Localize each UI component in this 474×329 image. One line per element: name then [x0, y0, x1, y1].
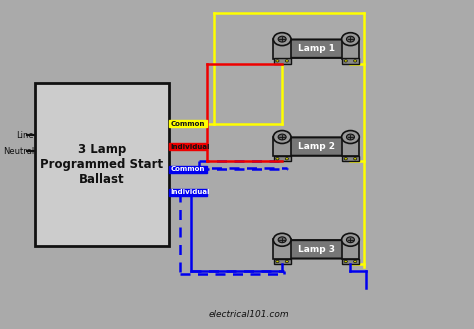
FancyBboxPatch shape — [273, 137, 291, 156]
Bar — [342, 259, 359, 264]
Circle shape — [354, 260, 357, 263]
Text: Lamp 2: Lamp 2 — [298, 142, 335, 151]
Bar — [273, 156, 291, 162]
Text: Common: Common — [171, 166, 205, 172]
Circle shape — [278, 36, 286, 42]
Circle shape — [344, 60, 347, 62]
Bar — [342, 156, 359, 162]
Circle shape — [346, 237, 355, 243]
Bar — [342, 58, 359, 63]
Circle shape — [276, 60, 279, 62]
Circle shape — [278, 134, 286, 140]
Circle shape — [346, 36, 355, 42]
Bar — [169, 189, 207, 196]
Circle shape — [346, 134, 355, 140]
Text: Neutral: Neutral — [3, 147, 34, 156]
FancyBboxPatch shape — [273, 39, 291, 59]
Bar — [273, 259, 291, 264]
Text: Lamp 1: Lamp 1 — [298, 44, 335, 53]
Circle shape — [344, 260, 347, 263]
Circle shape — [354, 158, 357, 160]
Text: Line: Line — [17, 131, 34, 139]
Bar — [169, 166, 207, 173]
Circle shape — [276, 260, 279, 263]
FancyBboxPatch shape — [342, 240, 359, 259]
Circle shape — [273, 233, 291, 246]
Text: Individual: Individual — [171, 143, 210, 150]
Bar — [169, 143, 207, 150]
Text: Lamp 3: Lamp 3 — [298, 245, 335, 254]
Circle shape — [285, 60, 289, 62]
Bar — [169, 120, 207, 127]
FancyBboxPatch shape — [285, 39, 348, 58]
Circle shape — [273, 33, 291, 46]
FancyBboxPatch shape — [342, 39, 359, 59]
FancyBboxPatch shape — [273, 240, 291, 259]
FancyBboxPatch shape — [285, 240, 348, 259]
Circle shape — [285, 158, 289, 160]
Circle shape — [285, 260, 289, 263]
Text: Common: Common — [171, 121, 205, 127]
FancyBboxPatch shape — [285, 138, 348, 156]
Text: 3 Lamp
Programmed Start
Ballast: 3 Lamp Programmed Start Ballast — [40, 143, 164, 186]
Circle shape — [342, 233, 359, 246]
Bar — [273, 58, 291, 63]
Circle shape — [354, 60, 357, 62]
Circle shape — [342, 131, 359, 143]
Text: electrical101.com: electrical101.com — [209, 310, 290, 319]
Circle shape — [344, 158, 347, 160]
Circle shape — [342, 33, 359, 46]
FancyBboxPatch shape — [342, 137, 359, 156]
Circle shape — [278, 237, 286, 243]
Circle shape — [273, 131, 291, 143]
Text: Individual: Individual — [171, 189, 210, 195]
Circle shape — [276, 158, 279, 160]
Bar — [35, 83, 169, 246]
